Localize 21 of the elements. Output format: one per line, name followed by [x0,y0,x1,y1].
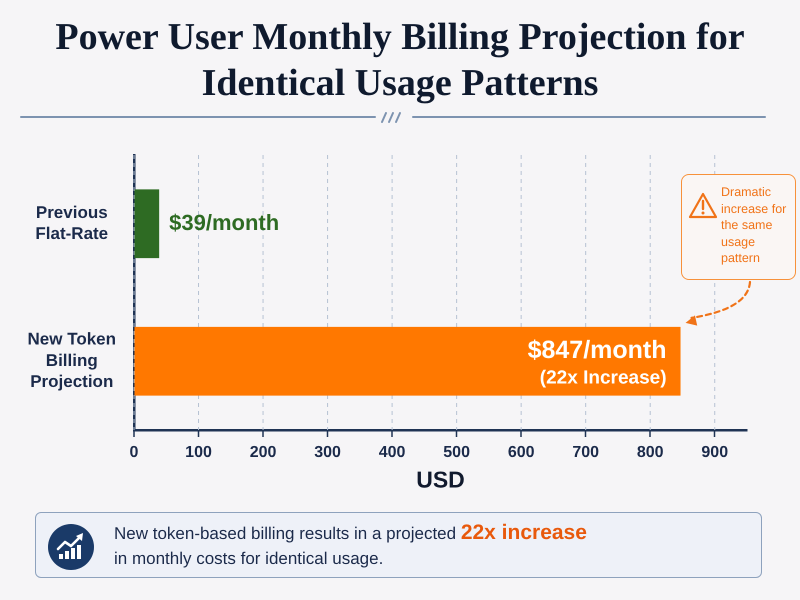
data-label: $39/month [169,210,280,235]
chart-title: Power User Monthly Billing Projection for Identical Usage Patterns [54,15,746,106]
annotation: (22x Increase) [540,367,667,388]
x-axis-title: USD [416,466,465,493]
x-tick-label: 700 [572,444,600,462]
x-tick-label: 200 [250,444,276,462]
text: in monthly costs for identical usage. [114,549,384,568]
x-tick-label: 300 [314,444,342,462]
x-tick-label: 800 [636,444,664,462]
data-label: $847/month [528,336,667,364]
x-tick-label: 500 [443,444,470,462]
text: New token-based billing results in a projected [114,524,456,543]
y-tick-label: Previous Flat-Rate [35,202,108,244]
x-tick-label: 400 [378,444,406,462]
x-tick-label: 0 [130,444,139,462]
x-tick-label: 100 [185,444,212,462]
x-tick-label: 900 [701,444,728,462]
annotation: Dramatic increase for the same usage pattern [721,184,788,266]
text: 22x increase [460,521,587,544]
y-tick-label: New Token Billing Projection [28,330,116,392]
x-tick-label: 600 [508,444,535,462]
